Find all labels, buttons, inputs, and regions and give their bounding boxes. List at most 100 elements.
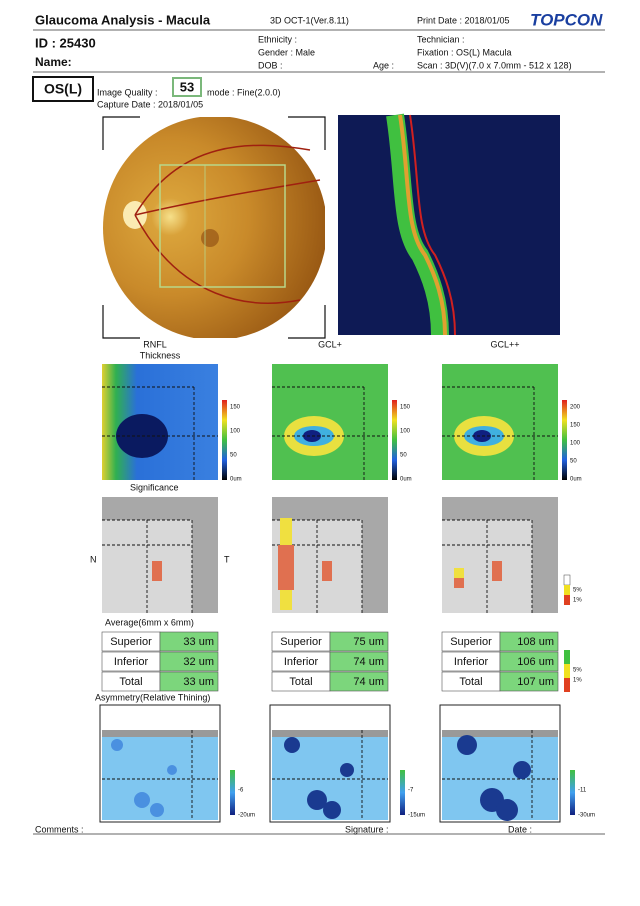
asymmetry-mask	[272, 730, 388, 737]
table-label: Superior	[280, 636, 322, 648]
version: 3D OCT-1(Ver.8.11)	[270, 15, 349, 25]
scale-label: 0um	[400, 477, 412, 483]
scale-label: -30um	[578, 813, 595, 819]
table-label: Superior	[110, 636, 152, 648]
table-value: 75 um	[353, 636, 384, 648]
table-label: Superior	[450, 636, 492, 648]
legend-label: 5%	[573, 668, 582, 674]
scale-label: 150	[400, 405, 411, 411]
column-label: GCL+	[318, 339, 342, 349]
scale-label: 50	[230, 453, 237, 459]
asymmetry-spot	[150, 803, 164, 817]
section-title: Significance	[130, 482, 179, 492]
quality-value: 53	[180, 79, 194, 94]
quality-label: Image Quality :	[97, 87, 158, 97]
color-bar	[230, 770, 235, 815]
color-bar	[400, 770, 405, 815]
table-label: Total	[289, 676, 312, 688]
color-bar	[562, 400, 567, 480]
asymmetry-spot	[340, 763, 354, 777]
asymmetry-spot	[513, 761, 531, 779]
asymmetry-frame	[99, 704, 221, 823]
asymmetry-spot	[496, 799, 518, 821]
asymmetry-spot	[457, 735, 477, 755]
print-date: Print Date : 2018/01/05	[417, 15, 510, 25]
asymmetry-spot	[323, 801, 341, 819]
asymmetry-spot	[284, 737, 300, 753]
significance-patch	[152, 561, 162, 581]
table-cell	[329, 631, 389, 652]
scale-label: -7	[408, 788, 414, 794]
signature: Signature :	[345, 824, 389, 834]
report-title: Glaucoma Analysis - Macula	[35, 12, 211, 27]
scale-label: 0um	[230, 477, 242, 483]
table-value: 107 um	[517, 676, 554, 688]
table-cell	[329, 671, 389, 692]
legend-label: 1%	[573, 678, 582, 684]
patient-id: ID : 25430	[35, 35, 96, 50]
section-title: Average(6mm x 6mm)	[105, 617, 194, 627]
scale-label: 0um	[570, 477, 582, 483]
logo: TOPCON	[530, 10, 603, 29]
scale-label: 50	[570, 459, 577, 465]
table-cell	[159, 631, 219, 652]
table-cell	[329, 651, 389, 672]
comments: Comments :	[35, 824, 84, 834]
patient-name: Name:	[35, 55, 72, 69]
significance-patch	[278, 545, 294, 590]
age: Age :	[373, 60, 394, 70]
color-bar	[392, 400, 397, 480]
column-label: RNFL	[143, 339, 167, 349]
legend-label: 1%	[573, 598, 582, 604]
scale-label: 100	[570, 441, 581, 447]
date: Date :	[508, 824, 532, 834]
asymmetry-mask	[102, 730, 218, 737]
table-value: 108 um	[517, 636, 554, 648]
scale-label: -6	[238, 788, 244, 794]
table-label: Total	[459, 676, 482, 688]
significance-patch	[492, 561, 502, 581]
table-value: 33 um	[183, 676, 214, 688]
capture-date: Capture Date : 2018/01/05	[97, 99, 203, 109]
scale-label: 100	[230, 429, 241, 435]
asymmetry-frame	[269, 704, 391, 823]
technician: Technician :	[417, 34, 465, 44]
column-label: Thickness	[140, 350, 181, 360]
eye: OS(L)	[44, 81, 82, 97]
fixation: Fixation : OS(L) Macula	[417, 47, 512, 57]
legend-label: 5%	[573, 588, 582, 594]
table-label: Total	[119, 676, 142, 688]
table-cell	[159, 671, 219, 692]
dob: DOB :	[258, 60, 283, 70]
scale-label: -15um	[408, 813, 425, 819]
temporal-label: T	[224, 554, 230, 564]
mode: mode : Fine(2.0.0)	[207, 87, 281, 97]
layout	[32, 29, 605, 835]
scale-label: 100	[400, 429, 411, 435]
asymmetry-mask	[442, 730, 558, 737]
scale-label: 50	[400, 453, 407, 459]
table-label: Inferior	[284, 656, 319, 668]
scale-label: 150	[230, 405, 241, 411]
color-bar	[222, 400, 227, 480]
table-cell	[499, 631, 559, 652]
asymmetry-frame	[439, 704, 561, 823]
asymmetry-spot	[111, 739, 123, 751]
ethnicity: Ethnicity :	[258, 34, 297, 44]
scan: Scan : 3D(V)(7.0 x 7.0mm - 512 x 128)	[417, 60, 572, 70]
significance-patch	[454, 578, 464, 588]
table-value: 32 um	[183, 656, 214, 668]
section-title: Asymmetry(Relative Thining)	[95, 692, 210, 702]
asymmetry-spot	[134, 792, 150, 808]
table-value: 106 um	[517, 656, 554, 668]
table-value: 74 um	[353, 656, 384, 668]
table-cell	[159, 651, 219, 672]
table-cell	[499, 671, 559, 692]
asymmetry-spot	[167, 765, 177, 775]
scale-label: -11	[578, 788, 587, 794]
table-value: 74 um	[353, 676, 384, 688]
gender: Gender : Male	[258, 47, 315, 57]
significance-patch	[322, 561, 332, 581]
scale-label: 150	[570, 423, 581, 429]
